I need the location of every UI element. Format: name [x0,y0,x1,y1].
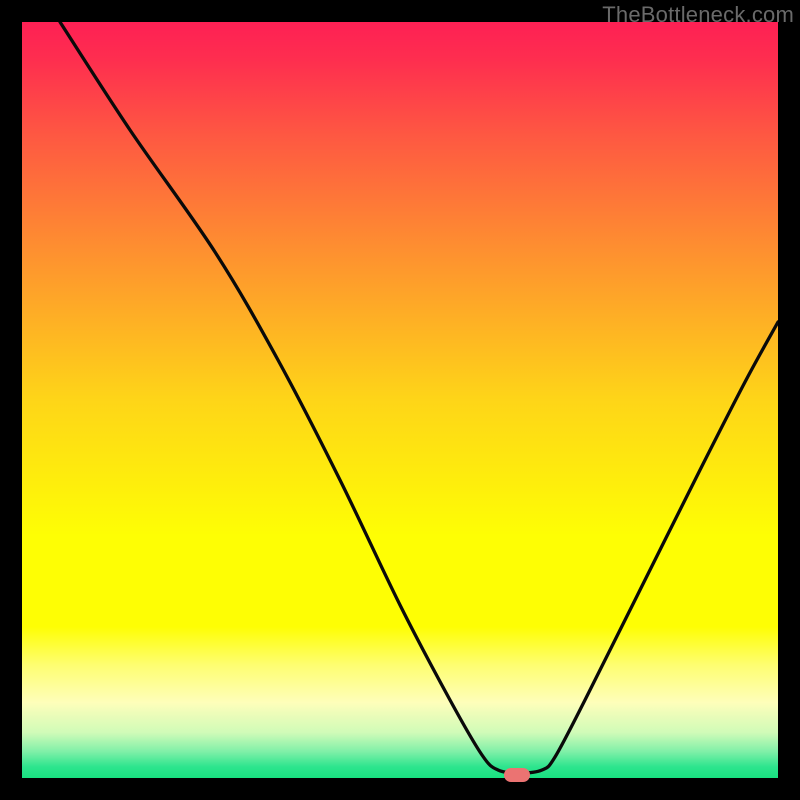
watermark-text: TheBottleneck.com [602,2,794,28]
chart-stage: TheBottleneck.com [0,0,800,800]
chart-svg [0,0,800,800]
optimum-marker [504,768,530,782]
